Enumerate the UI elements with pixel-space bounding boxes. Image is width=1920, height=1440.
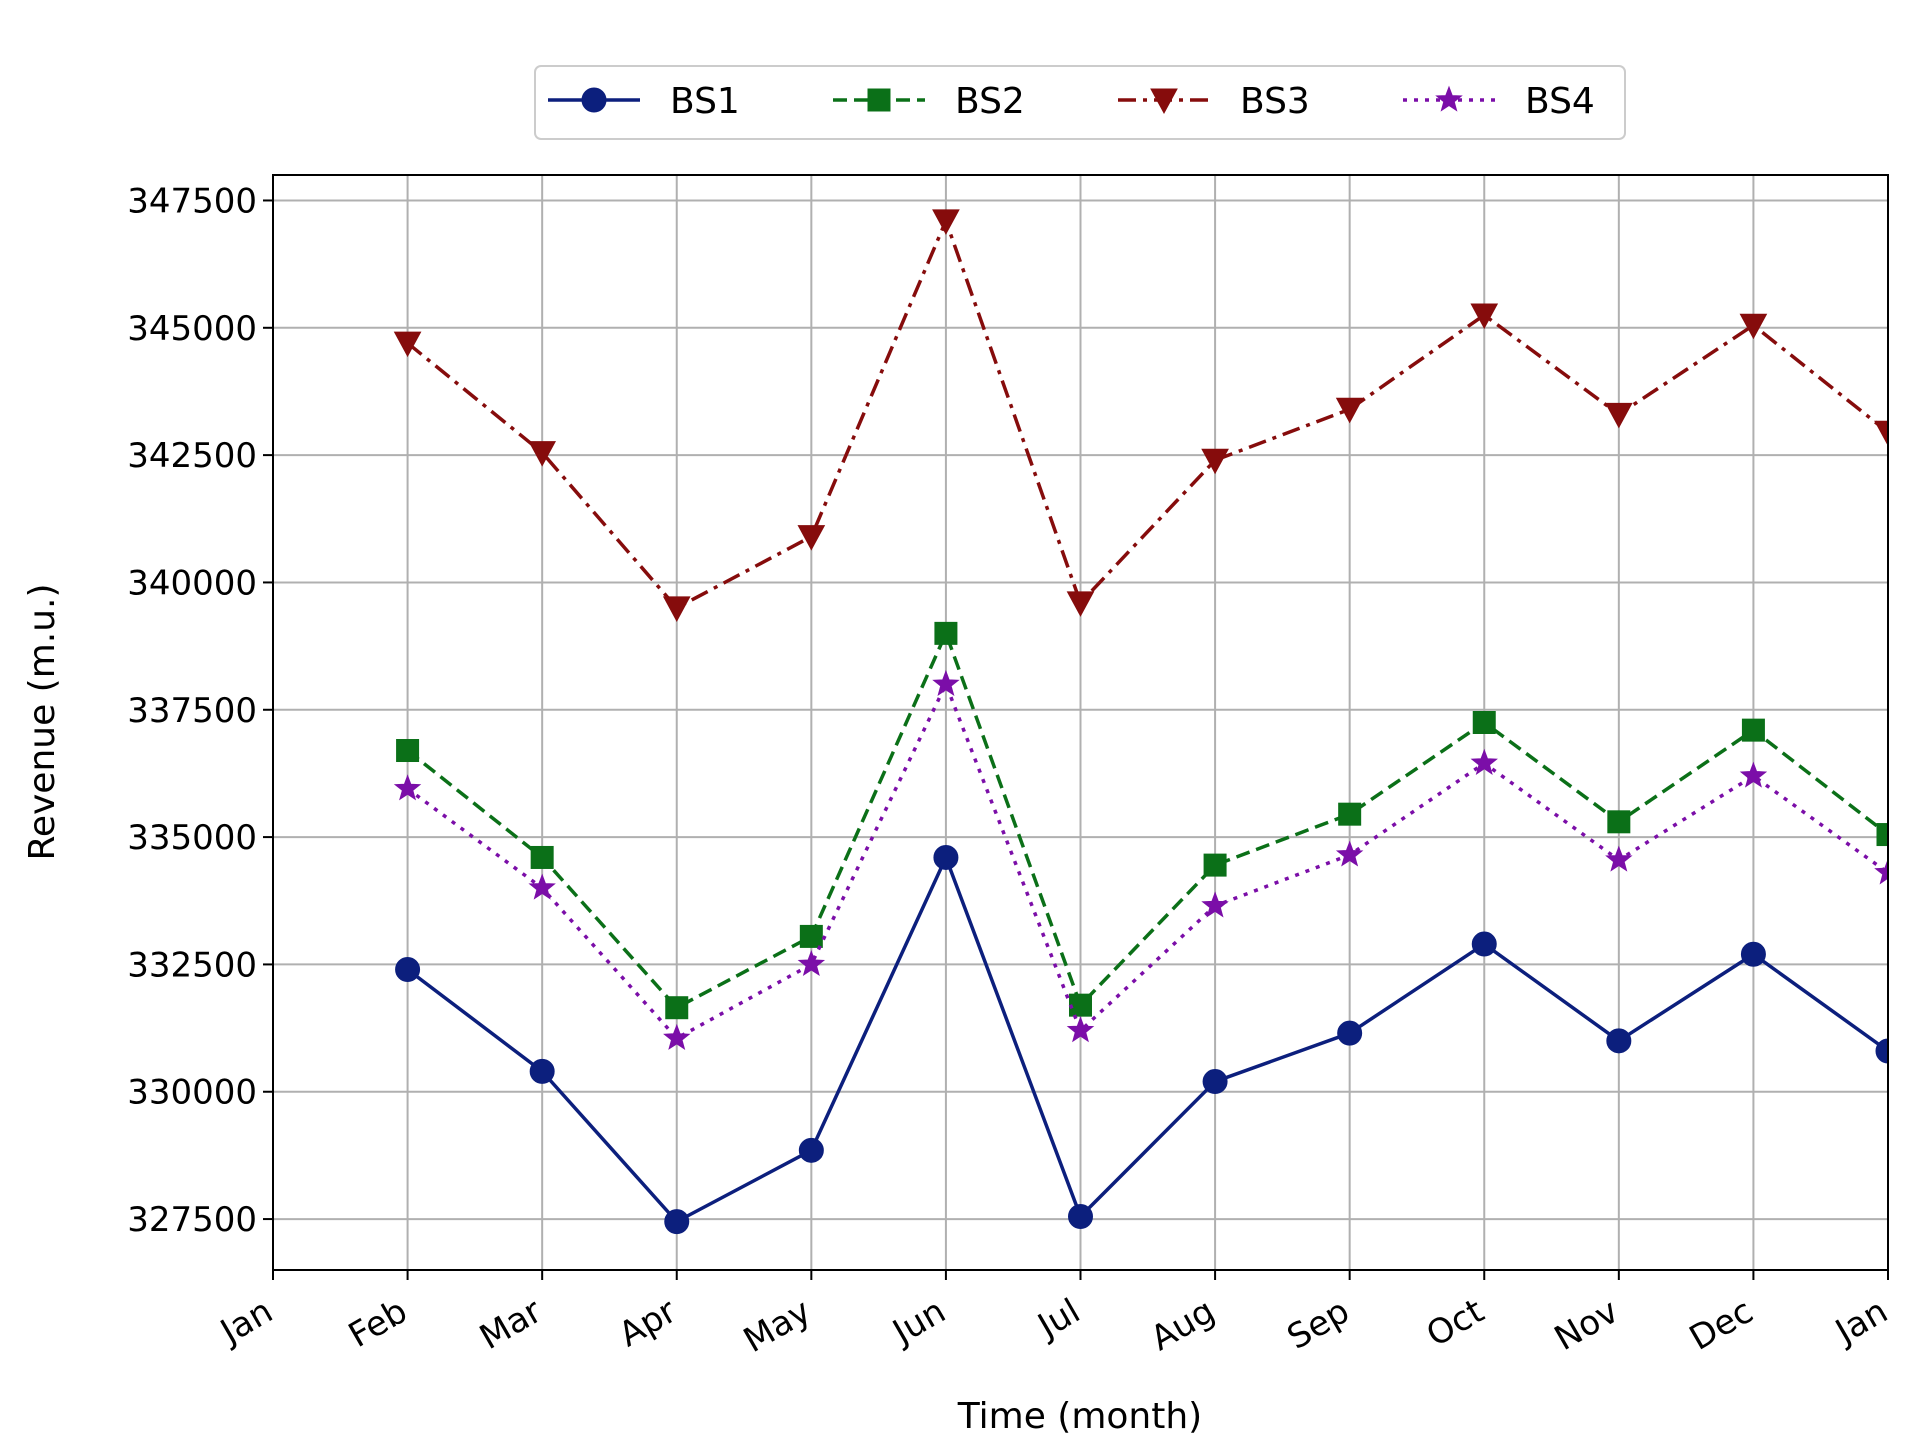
data-point-bs2 xyxy=(1876,823,1888,847)
data-point-bs3 xyxy=(1470,303,1499,330)
data-point-bs4 xyxy=(932,669,960,696)
data-point-bs1 xyxy=(933,844,959,870)
data-point-bs4 xyxy=(1470,748,1498,775)
data-point-bs3 xyxy=(528,441,557,467)
data-point-bs2 xyxy=(530,845,554,869)
series-bs1 xyxy=(395,844,1888,1235)
data-point-bs4 xyxy=(1739,761,1768,788)
data-point-bs4 xyxy=(663,1023,691,1050)
data-point-bs3 xyxy=(1335,397,1364,424)
data-point-bs2 xyxy=(396,739,420,763)
y-tick-label: 327500 xyxy=(127,1200,257,1240)
y-tick-label: 330000 xyxy=(127,1073,257,1113)
data-point-bs1 xyxy=(529,1058,555,1084)
data-point-bs2 xyxy=(1069,993,1092,1017)
data-point-bs2 xyxy=(1472,711,1496,734)
legend-label-bs4: BS4 xyxy=(1525,81,1595,122)
y-tick-label: 345000 xyxy=(127,309,257,349)
data-point-bs3 xyxy=(1201,448,1229,475)
y-tick-label: 332500 xyxy=(127,945,257,985)
data-point-bs2 xyxy=(1741,718,1765,742)
series-line-bs3 xyxy=(406,219,1888,610)
data-point-bs1 xyxy=(1337,1020,1363,1046)
series-bs2 xyxy=(396,621,1888,1020)
data-point-bs2 xyxy=(1338,802,1362,826)
series-layer xyxy=(393,209,1888,1235)
series-bs4 xyxy=(393,669,1888,1050)
legend: BS1 BS2 BS3 BS4 xyxy=(534,65,1626,140)
data-point-bs4 xyxy=(1605,845,1633,872)
data-point-bs1 xyxy=(1068,1204,1093,1230)
data-point-bs4 xyxy=(393,774,422,801)
series-bs3 xyxy=(393,209,1888,622)
data-point-bs1 xyxy=(1875,1038,1888,1064)
legend-marker-bs2 xyxy=(867,88,891,112)
data-point-bs1 xyxy=(1202,1069,1228,1095)
data-point-bs2 xyxy=(1607,810,1631,834)
y-tick-label: 342500 xyxy=(127,436,257,476)
data-point-bs3 xyxy=(1739,313,1768,340)
data-point-bs4 xyxy=(1066,1016,1095,1043)
data-point-bs2 xyxy=(1203,853,1227,877)
data-point-bs3 xyxy=(393,331,422,358)
series-line-bs2 xyxy=(406,631,1888,1010)
data-point-bs3 xyxy=(797,525,826,551)
legend-marker-bs3 xyxy=(1150,88,1178,115)
series-line-bs1 xyxy=(406,855,1888,1224)
legend-marker-bs1 xyxy=(581,87,607,113)
legend-marker-bs4 xyxy=(1435,85,1463,112)
data-point-bs1 xyxy=(1606,1028,1632,1054)
data-point-bs3 xyxy=(662,596,691,622)
y-tick-label: 347500 xyxy=(127,181,257,221)
data-point-bs1 xyxy=(1740,941,1766,967)
y-axis-ticks: 327500 330000 332500 335000 337500 340000 3425… xyxy=(127,181,273,1240)
y-tick-label: 340000 xyxy=(127,563,257,603)
legend-label-bs1: BS1 xyxy=(670,81,740,122)
data-point-bs4 xyxy=(528,873,556,900)
data-point-bs3 xyxy=(1874,420,1888,447)
data-point-bs4 xyxy=(1335,840,1364,867)
legend-label-bs3: BS3 xyxy=(1240,81,1310,122)
y-tick-label: 335000 xyxy=(127,818,257,858)
data-point-bs4 xyxy=(1201,891,1229,918)
data-point-bs2 xyxy=(665,996,689,1020)
data-point-bs1 xyxy=(395,957,421,983)
legend-label-bs2: BS2 xyxy=(955,81,1025,122)
data-point-bs1 xyxy=(798,1137,824,1163)
x-axis-label: Time (month) xyxy=(957,1396,1202,1437)
data-point-bs3 xyxy=(1066,591,1095,617)
data-point-bs3 xyxy=(1604,402,1633,429)
data-point-bs1 xyxy=(1471,931,1497,957)
y-tick-label: 337500 xyxy=(127,691,257,731)
data-point-bs2 xyxy=(799,924,823,948)
data-point-bs2 xyxy=(934,621,958,645)
legend-box xyxy=(534,65,1626,140)
data-point-bs3 xyxy=(932,209,960,235)
data-point-bs1 xyxy=(664,1209,690,1235)
data-point-bs4 xyxy=(1874,858,1888,885)
y-axis-label: Revenue (m.u.) xyxy=(22,583,63,860)
data-point-bs4 xyxy=(797,949,826,977)
